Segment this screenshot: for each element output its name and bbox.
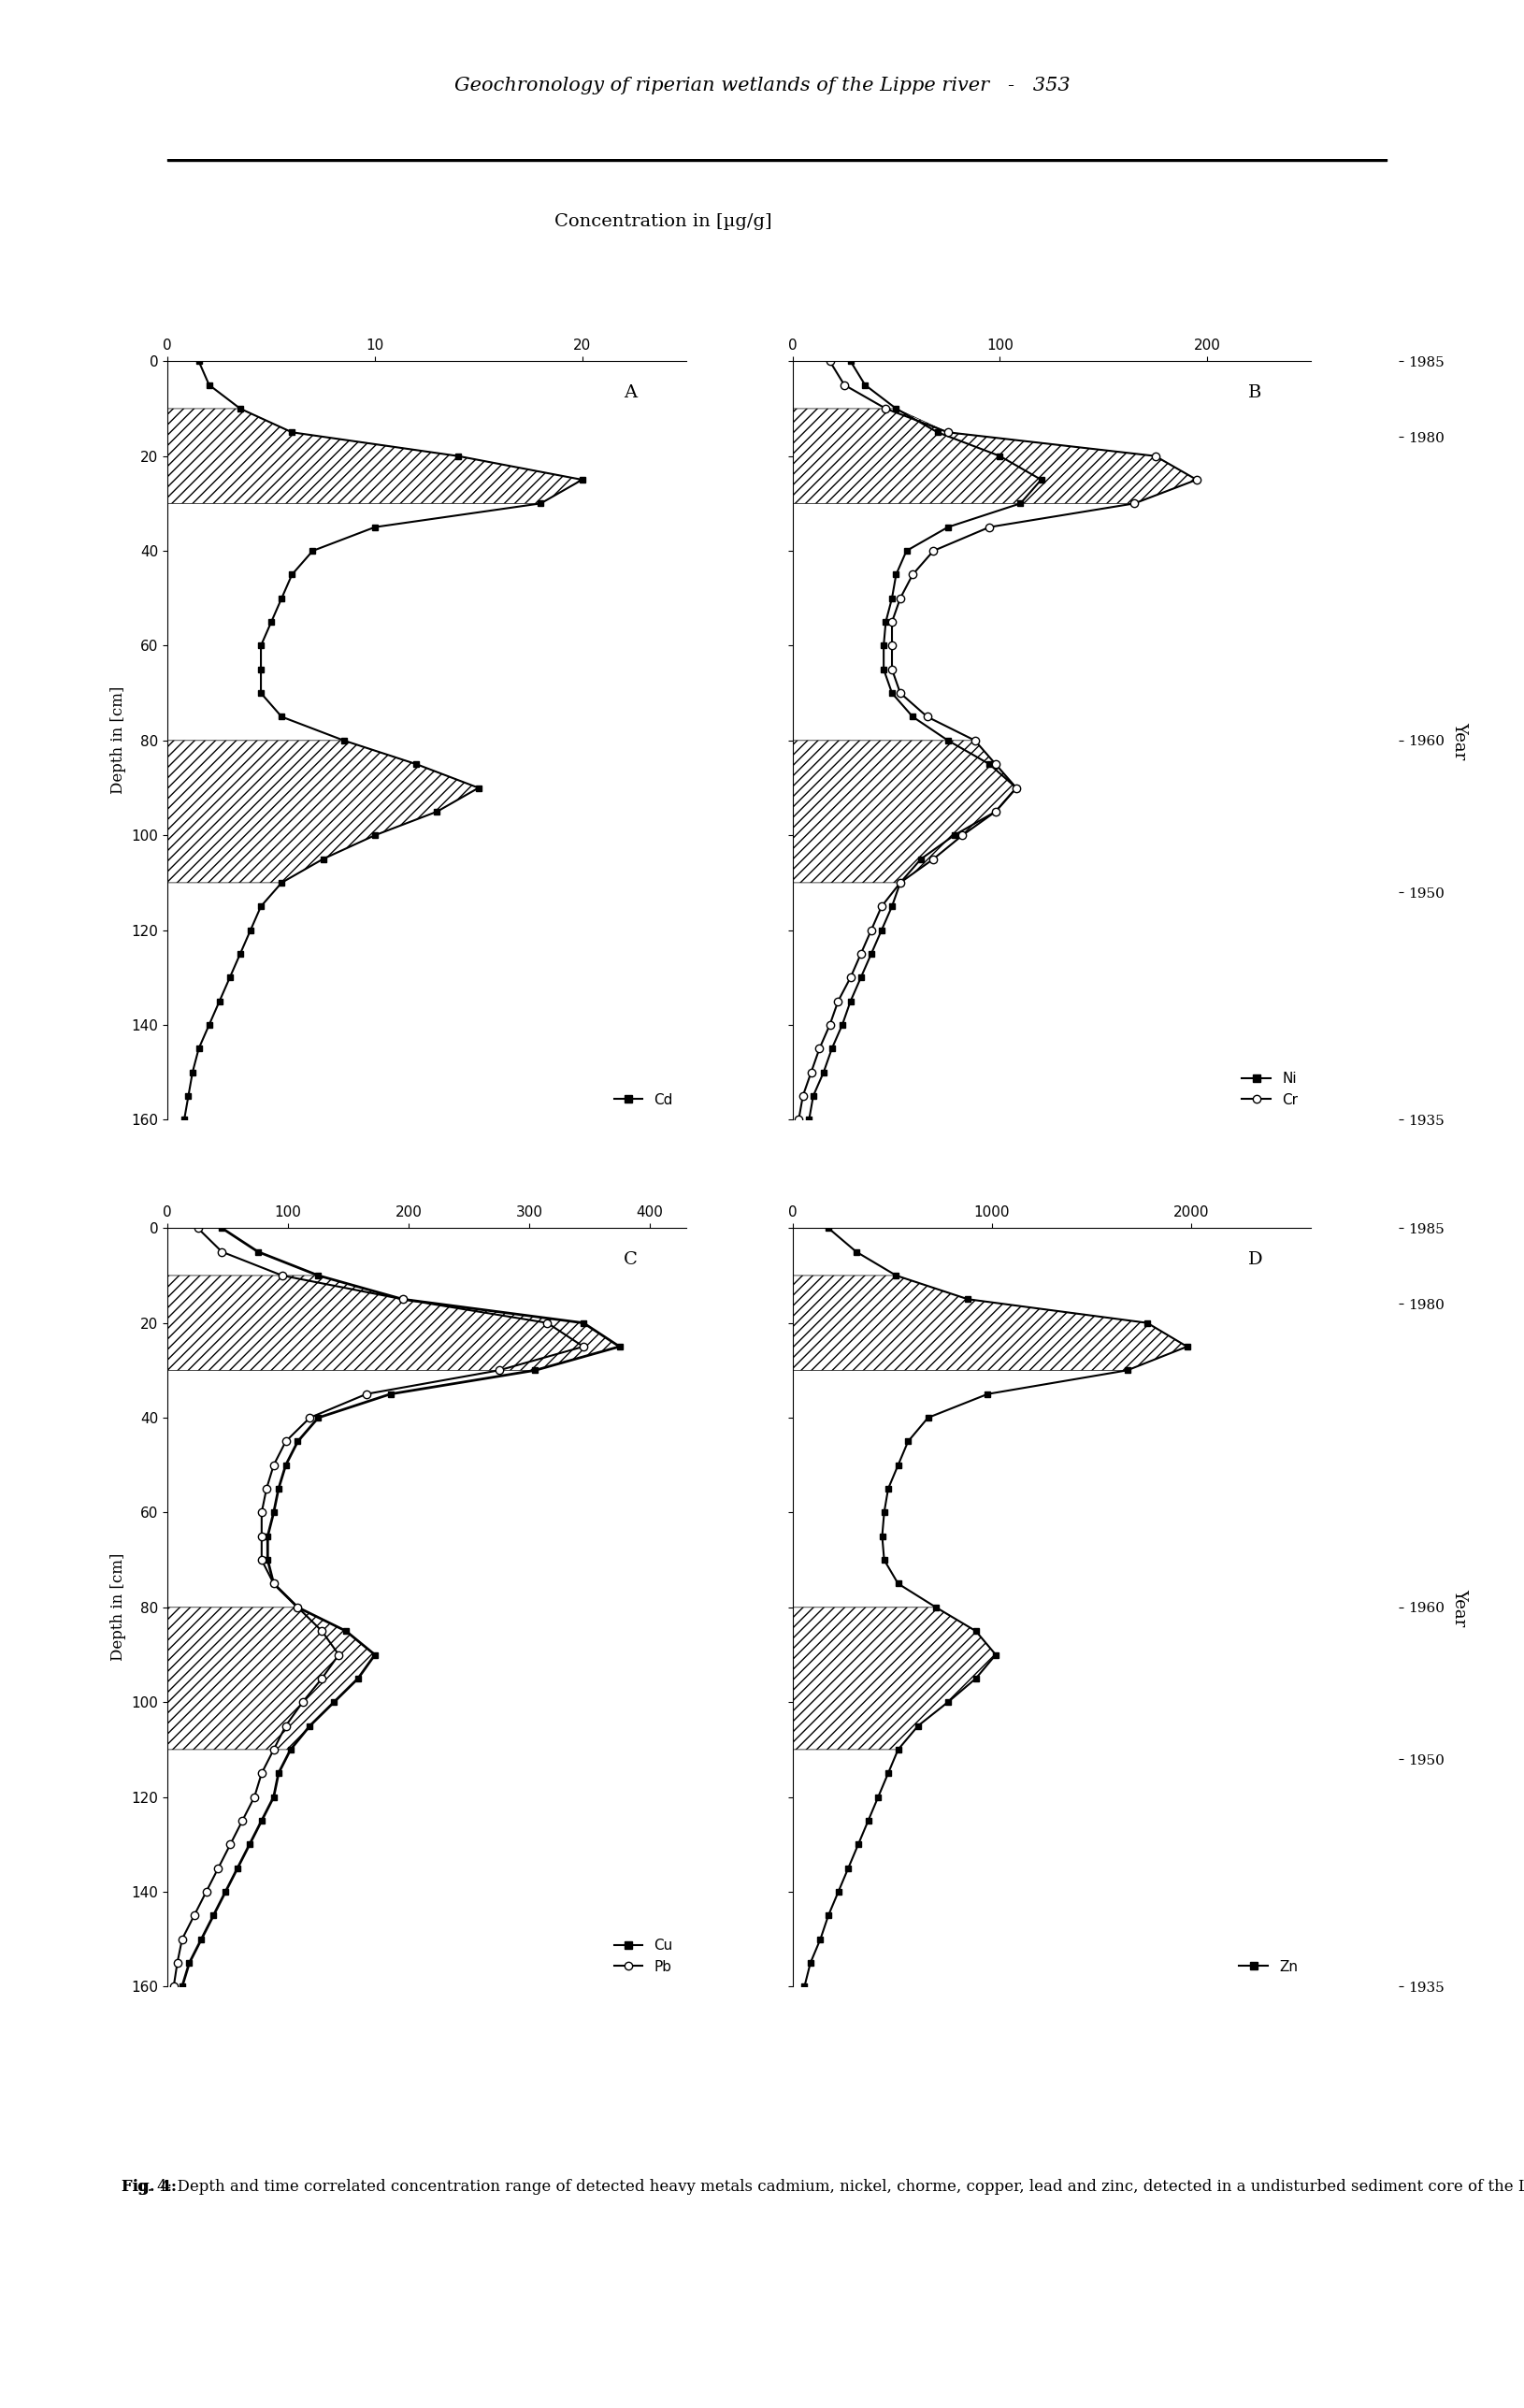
Legend: Cd: Cd bbox=[608, 1086, 678, 1112]
Text: C: C bbox=[623, 1250, 637, 1267]
Legend: Ni, Cr: Ni, Cr bbox=[1236, 1067, 1303, 1112]
Text: Geochronology of riperian wetlands of the Lippe river   -   353: Geochronology of riperian wetlands of th… bbox=[454, 77, 1070, 94]
Text: D: D bbox=[1248, 1250, 1263, 1267]
Y-axis label: Year: Year bbox=[1451, 1589, 1468, 1625]
Y-axis label: Depth in [cm]: Depth in [cm] bbox=[110, 1553, 126, 1662]
Text: Concentration in [µg/g]: Concentration in [µg/g] bbox=[555, 214, 771, 229]
Legend: Zn: Zn bbox=[1233, 1953, 1303, 1979]
Legend: Cu, Pb: Cu, Pb bbox=[608, 1934, 678, 1979]
Text: Fig. 4: Depth and time correlated concentration range of detected heavy metals c: Fig. 4: Depth and time correlated concen… bbox=[122, 2179, 1524, 2196]
Text: Fig. 4:: Fig. 4: bbox=[122, 2179, 177, 2196]
Y-axis label: Depth in [cm]: Depth in [cm] bbox=[110, 686, 126, 795]
Text: B: B bbox=[1248, 383, 1262, 400]
Y-axis label: Year: Year bbox=[1451, 722, 1468, 759]
Text: A: A bbox=[623, 383, 637, 400]
